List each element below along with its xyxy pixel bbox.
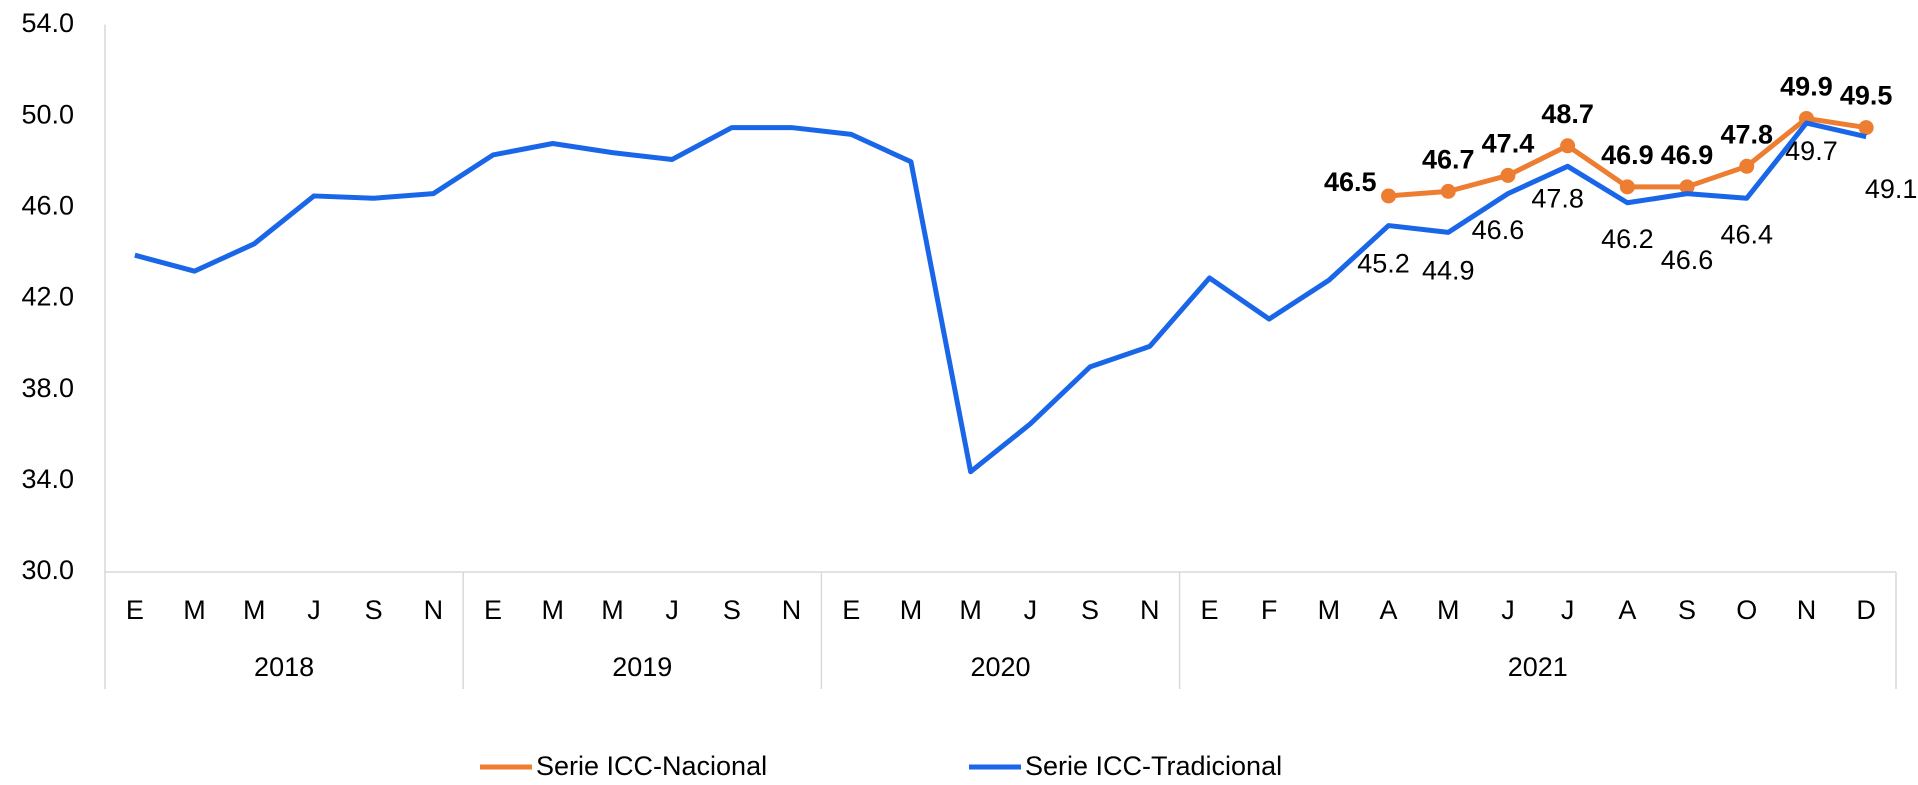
x-tick-label: S <box>365 595 383 625</box>
y-tick-label: 30.0 <box>21 555 74 585</box>
data-label: 46.4 <box>1720 219 1773 249</box>
group-label: 2020 <box>970 652 1030 682</box>
x-tick-label: E <box>842 595 860 625</box>
data-label: 44.9 <box>1422 256 1475 286</box>
series-line <box>134 120 1867 475</box>
data-label: 46.2 <box>1601 224 1654 254</box>
group-label: 2021 <box>1508 652 1568 682</box>
x-tick-label: E <box>484 595 502 625</box>
x-tick-label: M <box>900 595 923 625</box>
x-tick-label: J <box>1024 595 1038 625</box>
marker <box>1619 179 1635 195</box>
x-tick-label: A <box>1380 595 1398 625</box>
y-tick-label: 42.0 <box>21 282 74 312</box>
marker <box>1440 183 1456 199</box>
data-label: 46.5 <box>1324 167 1377 197</box>
data-label: 45.2 <box>1357 249 1410 279</box>
marker <box>1858 120 1874 136</box>
y-tick-label: 50.0 <box>21 99 74 129</box>
data-label: 46.6 <box>1661 245 1714 275</box>
x-tick-label: M <box>183 595 206 625</box>
x-tick-label: S <box>723 595 741 625</box>
marker <box>1381 188 1397 204</box>
y-tick-label: 54.0 <box>21 8 74 38</box>
x-tick-label: J <box>665 595 679 625</box>
y-tick-label: 46.0 <box>21 190 74 220</box>
legend-label: Serie ICC-Nacional <box>536 751 767 781</box>
marker <box>1560 138 1576 154</box>
x-tick-label: O <box>1736 595 1757 625</box>
data-label: 47.8 <box>1720 119 1773 149</box>
y-tick-label: 38.0 <box>21 373 74 403</box>
data-label: 47.4 <box>1482 129 1535 159</box>
x-tick-label: M <box>1318 595 1341 625</box>
x-tick-label: M <box>542 595 565 625</box>
x-tick-label: J <box>1501 595 1515 625</box>
x-tick-label: D <box>1856 595 1876 625</box>
data-label: 49.9 <box>1780 72 1833 102</box>
x-tick-label: M <box>1437 595 1460 625</box>
x-tick-label: S <box>1678 595 1696 625</box>
marker <box>1500 167 1516 183</box>
x-tick-label: E <box>126 595 144 625</box>
data-label: 46.9 <box>1661 140 1714 170</box>
x-tick-label: A <box>1618 595 1636 625</box>
marker <box>1679 179 1695 195</box>
legend-label: Serie ICC-Tradicional <box>1025 751 1282 781</box>
x-tick-label: N <box>1797 595 1817 625</box>
group-label: 2019 <box>612 652 672 682</box>
marker <box>1739 158 1755 174</box>
x-tick-label: M <box>959 595 982 625</box>
data-label: 46.6 <box>1472 215 1525 245</box>
data-label: 46.7 <box>1422 145 1475 175</box>
group-label: 2018 <box>254 652 314 682</box>
x-tick-label: M <box>243 595 266 625</box>
data-label: 46.9 <box>1601 140 1654 170</box>
x-tick-label: N <box>782 595 802 625</box>
x-tick-label: S <box>1081 595 1099 625</box>
x-tick-label: E <box>1200 595 1218 625</box>
data-label: 48.7 <box>1541 99 1594 129</box>
x-tick-label: F <box>1261 595 1278 625</box>
x-tick-label: M <box>601 595 624 625</box>
data-label: 49.7 <box>1785 136 1838 166</box>
y-tick-label: 34.0 <box>21 464 74 494</box>
data-label: 49.1 <box>1865 174 1918 204</box>
x-tick-label: N <box>1140 595 1160 625</box>
data-label: 49.5 <box>1840 81 1893 111</box>
data-label: 47.8 <box>1531 183 1584 213</box>
x-tick-label: J <box>307 595 321 625</box>
x-tick-label: J <box>1561 595 1575 625</box>
x-tick-label: N <box>424 595 444 625</box>
